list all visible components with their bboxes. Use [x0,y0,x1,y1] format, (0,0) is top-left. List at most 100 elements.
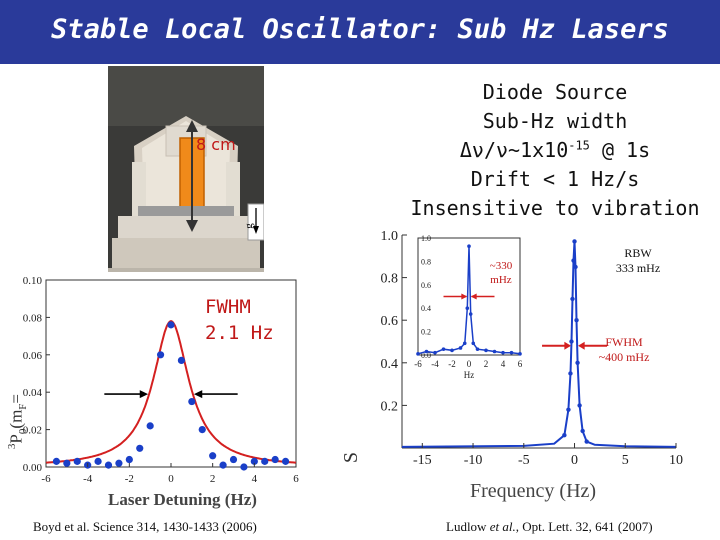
desc-line-5: Insensitive to vibration [410,196,700,220]
left-fwhm-annotation: FWHM 2.1 Hz [205,294,274,346]
inset-series-point [501,350,505,355]
desc-line-3: Δν/ν~1x10-15 @ 1s [395,136,715,165]
inset-series-point [465,306,470,310]
right-series-point [573,264,578,270]
desc-line-3a: Δν/ν~1x10 [459,138,569,162]
left-data-point [63,459,71,467]
right-xtick-label: -5 [518,453,530,468]
inset-series-point [468,312,473,316]
right-xtick-label: -10 [464,453,483,468]
left-ytick-label: 0.06 [23,350,43,362]
left-data-point [240,463,248,471]
inset-series-point [475,347,480,351]
left-chart-fit-curve [45,320,297,464]
right-series-point [571,258,576,263]
left-data-point [250,457,258,465]
rbw-line-1: RBW [624,246,652,260]
inset-ytick-label: 0.6 [421,281,431,290]
left-data-point [104,461,113,469]
right-xtick-label: 5 [622,453,629,468]
left-data-point [156,351,165,359]
right-fwhm-arrowhead-right [578,341,585,350]
inset-series-point [450,348,454,353]
left-fwhm-arrowhead-right [193,390,203,399]
left-xtick-label: 6 [293,473,299,485]
inset-series-point [509,350,514,355]
inset-series-point [433,350,437,355]
cavity-photo [108,66,264,272]
left-xtick-label: 0 [168,473,174,485]
rbw-label: RBW 333 mHz [608,246,668,276]
inset-series-point [492,349,497,354]
desc-line-4: Drift < 1 Hz/s [470,167,640,191]
right-series-point [569,339,574,344]
inset-series-point [458,346,463,350]
right-chart-axes [401,235,676,449]
inset-ytick-label: 0.8 [421,257,431,266]
left-ytick-label: 0.08 [23,312,43,324]
left-data-point [261,457,269,465]
inset-xtick-label: 6 [518,359,523,369]
right-series-point [566,407,571,412]
left-data-point [198,426,206,434]
right-chart-ticks: -15 -10 -5 0 5 10 0.2 0.4 0.6 0.8 1.0 [381,229,684,468]
left-fwhm-line-2: 2.1 Hz [205,322,274,344]
left-data-point [271,455,279,464]
inset-xtick-label: -6 [414,359,422,369]
left-ylabel-sub2: F [17,403,30,410]
right-xtick-label: 0 [571,453,578,468]
right-series-point [580,428,585,434]
right-fwhm-line-2: ~400 mHz [598,350,650,364]
left-data-point [281,457,290,465]
left-chart: -6 -4 -2 0 2 4 6 0.00 0.02 0.04 0.06 0.08 0.10 [23,275,300,485]
right-ytick-label: 0.8 [381,272,399,287]
inset-ytick-label: 1.0 [421,234,431,243]
right-series-point [574,318,579,323]
inset-series-point [467,244,471,248]
inset-arrowhead-left [461,293,468,300]
left-citation: Boyd et al. Science 314, 1430-1433 (2006… [33,519,257,534]
right-fwhm-line-1: FWHM [605,335,643,349]
right-ylabel-partial: S [340,451,363,464]
right-fwhm-arrowhead-left [564,341,571,350]
inset-series-point [416,352,420,356]
left-data-point [136,444,144,452]
title-bar: Stable Local Oscillator: Sub Hz Lasers [0,0,720,64]
right-xtick-label: -15 [413,453,432,468]
right-series-point [572,239,577,244]
left-ylabel-sup: 3 [6,443,19,450]
left-ytick-label: 0.00 [23,462,43,474]
right-chart-annotations [542,341,607,350]
left-ytick-label: 0.04 [23,387,43,399]
right-citation: Ludlow et al., Opt. Lett. 32, 641 (2007) [446,519,653,535]
left-ylabel-main: P [6,434,26,444]
right-xlabel: Frequency (Hz) [470,480,597,502]
left-chart-ticks: -6 -4 -2 0 2 4 6 0.00 0.02 0.04 0.06 0.08 0.10 [23,275,300,485]
inset-xtick-label: -2 [448,359,456,369]
left-data-point [125,455,133,464]
inset-arrowhead-right [470,293,477,300]
inset-ytick-label: 0.0 [421,351,431,360]
left-xtick-label: 2 [210,473,216,485]
left-xtick-label: -4 [83,473,93,485]
right-chart-inset: -6 -4 -2 0 2 4 6 0.0 0.2 0.4 0.6 0.8 1.0 Hz [414,234,523,380]
inset-xlabel: Hz [464,370,475,380]
size-label: 8 cm [196,135,236,154]
left-data-point [115,459,123,467]
right-citation-pre: Ludlow [446,519,490,534]
right-series-point [584,439,589,444]
left-data-point [94,457,102,465]
left-fwhm-line-1: FWHM [205,296,251,318]
right-series-point [575,360,580,365]
right-ytick-label: 1.0 [381,229,399,244]
left-ylabel-sub: 0 [17,428,30,435]
inset-series-point [518,352,522,356]
right-series-point [577,403,582,408]
desc-line-3b: @ 1s [589,138,651,162]
right-series-point [562,433,567,438]
right-series-point [570,296,575,302]
left-fwhm-arrowhead-left [139,390,149,399]
inset-series-point [484,348,488,353]
rbw-line-2: 333 mHz [615,261,661,275]
left-xlabel: Laser Detuning (Hz) [108,490,257,509]
